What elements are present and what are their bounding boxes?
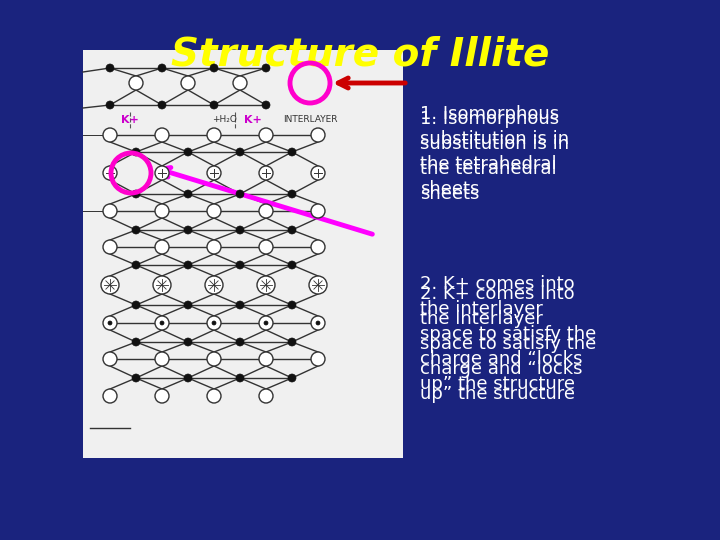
Text: +H₂O: +H₂O [212, 116, 238, 125]
Circle shape [155, 166, 169, 180]
Circle shape [184, 338, 192, 346]
Text: 2. K+ comes into
the interlayer
space to satisfy the
charge and “locks
up” the s: 2. K+ comes into the interlayer space to… [420, 285, 596, 403]
Circle shape [311, 352, 325, 366]
Circle shape [236, 301, 244, 309]
Circle shape [207, 204, 221, 218]
Circle shape [259, 204, 273, 218]
Circle shape [259, 389, 273, 403]
Circle shape [155, 240, 169, 254]
Circle shape [106, 101, 114, 109]
Circle shape [106, 64, 114, 72]
Text: 2. K+ comes into
the interlayer
space to satisfy the
charge and “locks
up” the s: 2. K+ comes into the interlayer space to… [420, 275, 596, 393]
Circle shape [259, 316, 273, 330]
Circle shape [288, 190, 296, 198]
Circle shape [288, 148, 296, 156]
Circle shape [129, 76, 143, 90]
Circle shape [207, 240, 221, 254]
Circle shape [207, 389, 221, 403]
Circle shape [184, 374, 192, 382]
Circle shape [236, 261, 244, 269]
Circle shape [155, 389, 169, 403]
Circle shape [316, 321, 320, 325]
Circle shape [103, 166, 117, 180]
Text: 1. Isomorphous
substitution is in
the tetrahedral
sheets: 1. Isomorphous substitution is in the te… [420, 105, 569, 198]
Circle shape [207, 166, 221, 180]
Circle shape [103, 316, 117, 330]
Circle shape [236, 338, 244, 346]
Circle shape [153, 276, 171, 294]
Circle shape [181, 76, 195, 90]
Circle shape [207, 128, 221, 142]
Circle shape [262, 101, 270, 109]
Circle shape [264, 321, 268, 325]
Circle shape [160, 321, 164, 325]
Circle shape [309, 276, 327, 294]
Circle shape [103, 240, 117, 254]
Circle shape [155, 204, 169, 218]
Circle shape [158, 101, 166, 109]
Circle shape [311, 240, 325, 254]
Text: K+: K+ [121, 115, 139, 125]
Text: INTERLAYER: INTERLAYER [283, 116, 337, 125]
Circle shape [155, 352, 169, 366]
Circle shape [207, 352, 221, 366]
Circle shape [311, 316, 325, 330]
Circle shape [236, 148, 244, 156]
Circle shape [259, 166, 273, 180]
Circle shape [210, 101, 218, 109]
Circle shape [155, 316, 169, 330]
Circle shape [205, 276, 223, 294]
Circle shape [288, 301, 296, 309]
FancyBboxPatch shape [83, 50, 403, 458]
Circle shape [259, 240, 273, 254]
Circle shape [132, 148, 140, 156]
Circle shape [212, 321, 216, 325]
Circle shape [132, 301, 140, 309]
Circle shape [108, 321, 112, 325]
Text: K+: K+ [244, 115, 262, 125]
Circle shape [101, 276, 119, 294]
Circle shape [288, 226, 296, 234]
Circle shape [184, 301, 192, 309]
Circle shape [132, 226, 140, 234]
Circle shape [257, 276, 275, 294]
Circle shape [288, 374, 296, 382]
Circle shape [155, 128, 169, 142]
Circle shape [210, 64, 218, 72]
Circle shape [184, 190, 192, 198]
Circle shape [236, 226, 244, 234]
Circle shape [158, 64, 166, 72]
Circle shape [103, 389, 117, 403]
Circle shape [132, 338, 140, 346]
Circle shape [132, 261, 140, 269]
Circle shape [288, 261, 296, 269]
Circle shape [236, 374, 244, 382]
Circle shape [184, 261, 192, 269]
Circle shape [311, 128, 325, 142]
Circle shape [103, 352, 117, 366]
Circle shape [262, 64, 270, 72]
Circle shape [259, 352, 273, 366]
Circle shape [311, 166, 325, 180]
Circle shape [236, 190, 244, 198]
Circle shape [184, 226, 192, 234]
Text: Structure of Illite: Structure of Illite [171, 35, 549, 73]
Circle shape [259, 128, 273, 142]
Circle shape [132, 190, 140, 198]
Circle shape [103, 204, 117, 218]
Circle shape [184, 148, 192, 156]
Circle shape [311, 204, 325, 218]
Text: 1. Isomorphous
substitution is in
the tetrahedral
sheets: 1. Isomorphous substitution is in the te… [420, 110, 569, 203]
Circle shape [288, 338, 296, 346]
Circle shape [103, 128, 117, 142]
Circle shape [132, 374, 140, 382]
Circle shape [233, 76, 247, 90]
Circle shape [207, 316, 221, 330]
